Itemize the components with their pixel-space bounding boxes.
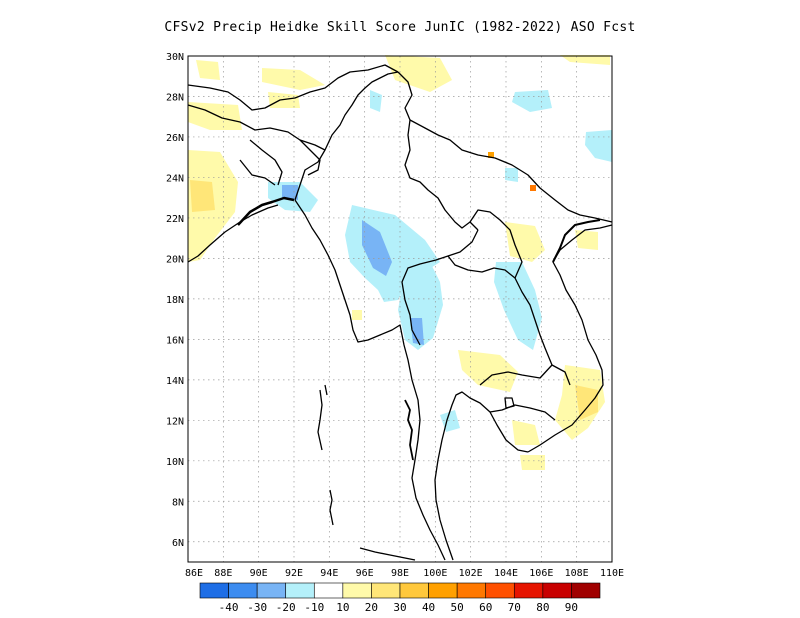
shade-medium-blue-central (362, 220, 392, 276)
lat-tick-label: 22N (166, 214, 184, 225)
colorbar-label: 70 (508, 601, 521, 614)
colorbar-label: 60 (479, 601, 492, 614)
colorbar-swatch (571, 582, 601, 599)
lat-tick-label: 8N (172, 497, 184, 508)
lat-tick-label: 28N (166, 92, 184, 103)
colorbar-swatch (228, 582, 258, 599)
shade-gold-west (190, 180, 215, 212)
lon-tick-label: 100E (423, 568, 447, 579)
shade-yellow-north1 (262, 68, 325, 90)
lat-tick-label: 10N (166, 457, 184, 468)
shade-orange-2 (530, 185, 536, 191)
shade-blue-laos (494, 262, 542, 350)
shade-blue-nepal (505, 168, 518, 182)
lon-tick-label: 98E (391, 568, 409, 579)
colorbar-swatch (342, 582, 372, 599)
lon-tick-label: 92E (285, 568, 303, 579)
shade-blue-small-south (440, 410, 460, 432)
colorbar-label: 10 (336, 601, 349, 614)
colorbar-label: 80 (536, 601, 549, 614)
colorbar-label: 50 (451, 601, 464, 614)
shade-medium-blue-south (410, 318, 424, 345)
colorbar-swatch (456, 582, 487, 599)
shade-yellow-cambodia (512, 420, 540, 445)
lat-tick-label: 18N (166, 295, 184, 306)
coastlines-and-borders (187, 64, 613, 561)
colorbar (199, 582, 601, 599)
latitude-tick-labels: 6N 8N 10N 12N 14N 16N 18N 20N 22N 24N 26N 28N 30N (166, 52, 184, 549)
lat-tick-label: 16N (166, 335, 184, 346)
colorbar-labels: -40 -30 -20 -10 10 20 30 40 50 60 70 80 90 (219, 601, 578, 614)
colorbar-label: 40 (422, 601, 435, 614)
lat-tick-label: 20N (166, 254, 184, 265)
colorbar-label: 20 (365, 601, 378, 614)
colorbar-swatch (285, 582, 315, 599)
lon-tick-label: 94E (320, 568, 338, 579)
shade-yellow-small (352, 310, 362, 320)
shade-blue-northeast (512, 90, 552, 112)
colorbar-label: -40 (219, 601, 239, 614)
colorbar-label: -20 (276, 601, 296, 614)
shade-yellow-north3 (560, 55, 610, 65)
lat-lon-grid (188, 56, 612, 562)
skill-shading (188, 55, 612, 470)
lon-tick-label: 102E (459, 568, 483, 579)
shade-yellow-nw (196, 60, 220, 80)
colorbar-swatch (485, 582, 515, 599)
lat-tick-label: 26N (166, 133, 184, 144)
shade-yellow-west1 (188, 102, 242, 130)
lat-tick-label: 12N (166, 416, 184, 427)
shade-yellow-south (520, 455, 545, 470)
lon-tick-label: 88E (214, 568, 232, 579)
shade-yellow-laos (505, 222, 545, 262)
colorbar-label: 90 (565, 601, 578, 614)
longitude-tick-labels: 86E 88E 90E 92E 94E 96E 98E 100E 102E 104E 106E 108… (185, 568, 624, 579)
shade-yellow-thai (458, 350, 518, 392)
lat-tick-label: 6N (172, 538, 184, 549)
colorbar-swatch (399, 582, 429, 599)
lat-tick-label: 24N (166, 173, 184, 184)
lat-tick-label: 30N (166, 52, 184, 63)
lon-tick-label: 110E (600, 568, 624, 579)
lon-tick-label: 96E (356, 568, 374, 579)
lat-tick-label: 14N (166, 376, 184, 387)
map-frame (187, 55, 613, 563)
colorbar-swatch (313, 582, 344, 599)
lon-tick-label: 106E (529, 568, 553, 579)
lon-tick-label: 90E (250, 568, 268, 579)
colorbar-swatch (542, 582, 572, 599)
shade-yellow-east-small (575, 230, 598, 250)
colorbar-label: 30 (393, 601, 406, 614)
colorbar-swatch (371, 582, 401, 599)
colorbar-label: -30 (247, 601, 267, 614)
colorbar-swatch (199, 582, 229, 599)
lon-tick-label: 108E (565, 568, 589, 579)
shade-blue-south-central (398, 262, 443, 350)
colorbar-swatch (428, 582, 458, 599)
shade-blue-north (370, 90, 382, 112)
lon-tick-label: 104E (494, 568, 518, 579)
shade-yellow-north2 (385, 55, 452, 92)
colorbar-label: -10 (304, 601, 324, 614)
lon-tick-label: 86E (185, 568, 203, 579)
colorbar-swatch (513, 582, 544, 599)
shade-gold-vietnam (575, 385, 598, 420)
shade-blue-east (585, 130, 612, 162)
colorbar-swatch (256, 582, 287, 599)
map-title: CFSv2 Precip Heidke Skill Score JunIC (1… (164, 20, 636, 35)
